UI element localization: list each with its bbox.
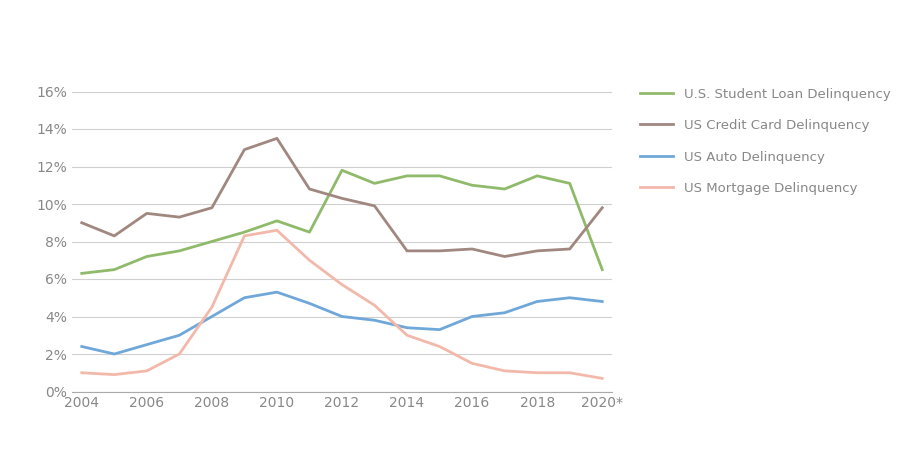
U.S. Student Loan Delinquency <box>141 254 152 259</box>
US Auto Delinquency <box>532 299 543 304</box>
US Auto Delinquency <box>597 299 608 304</box>
US Mortgage Delinquency <box>272 228 283 233</box>
Line: US Auto Delinquency: US Auto Delinquency <box>82 292 602 354</box>
US Credit Card Delinquency <box>76 220 87 225</box>
US Auto Delinquency <box>272 289 283 295</box>
US Auto Delinquency <box>564 295 575 301</box>
US Credit Card Delinquency <box>141 211 152 216</box>
US Credit Card Delinquency <box>597 205 608 211</box>
US Auto Delinquency <box>239 295 250 301</box>
US Auto Delinquency <box>109 351 120 357</box>
U.S. Student Loan Delinquency <box>401 173 412 179</box>
US Mortgage Delinquency <box>369 302 380 308</box>
US Credit Card Delinquency <box>500 254 510 259</box>
US Mortgage Delinquency <box>434 344 445 349</box>
U.S. Student Loan Delinquency <box>564 180 575 186</box>
US Auto Delinquency <box>141 342 152 347</box>
US Credit Card Delinquency <box>272 136 283 141</box>
US Mortgage Delinquency <box>239 233 250 238</box>
U.S. Student Loan Delinquency <box>500 186 510 192</box>
US Credit Card Delinquency <box>304 186 315 192</box>
US Auto Delinquency <box>467 314 478 319</box>
US Mortgage Delinquency <box>532 370 543 375</box>
U.S. Student Loan Delinquency <box>76 270 87 276</box>
US Auto Delinquency <box>434 327 445 332</box>
US Credit Card Delinquency <box>401 248 412 254</box>
U.S. Student Loan Delinquency <box>434 173 445 179</box>
US Mortgage Delinquency <box>597 376 608 381</box>
US Mortgage Delinquency <box>337 282 347 288</box>
US Credit Card Delinquency <box>337 196 347 201</box>
U.S. Student Loan Delinquency <box>206 239 217 244</box>
U.S. Student Loan Delinquency <box>467 183 478 188</box>
US Mortgage Delinquency <box>174 351 184 357</box>
U.S. Student Loan Delinquency <box>597 267 608 272</box>
US Auto Delinquency <box>500 310 510 315</box>
US Credit Card Delinquency <box>174 214 184 220</box>
Line: US Mortgage Delinquency: US Mortgage Delinquency <box>82 230 602 378</box>
US Credit Card Delinquency <box>434 248 445 254</box>
US Auto Delinquency <box>174 333 184 338</box>
US Auto Delinquency <box>401 325 412 330</box>
US Mortgage Delinquency <box>401 333 412 338</box>
US Auto Delinquency <box>76 344 87 349</box>
Line: US Credit Card Delinquency: US Credit Card Delinquency <box>82 139 602 256</box>
US Credit Card Delinquency <box>206 205 217 211</box>
Line: U.S. Student Loan Delinquency: U.S. Student Loan Delinquency <box>82 170 602 273</box>
US Mortgage Delinquency <box>467 361 478 366</box>
U.S. Student Loan Delinquency <box>174 248 184 254</box>
US Credit Card Delinquency <box>564 246 575 252</box>
Legend: U.S. Student Loan Delinquency, US Credit Card Delinquency, US Auto Delinquency, : U.S. Student Loan Delinquency, US Credit… <box>640 88 890 195</box>
US Auto Delinquency <box>337 314 347 319</box>
US Auto Delinquency <box>369 318 380 323</box>
US Auto Delinquency <box>206 314 217 319</box>
US Mortgage Delinquency <box>304 257 315 263</box>
U.S. Student Loan Delinquency <box>304 230 315 235</box>
U.S. Student Loan Delinquency <box>239 230 250 235</box>
US Credit Card Delinquency <box>239 147 250 152</box>
US Mortgage Delinquency <box>141 368 152 373</box>
U.S. Student Loan Delinquency <box>337 167 347 173</box>
US Credit Card Delinquency <box>369 203 380 209</box>
U.S. Student Loan Delinquency <box>369 180 380 186</box>
U.S. Student Loan Delinquency <box>532 173 543 179</box>
US Mortgage Delinquency <box>564 370 575 375</box>
U.S. Student Loan Delinquency <box>272 218 283 224</box>
US Mortgage Delinquency <box>109 372 120 377</box>
US Credit Card Delinquency <box>532 248 543 254</box>
US Auto Delinquency <box>304 301 315 306</box>
US Credit Card Delinquency <box>467 246 478 252</box>
US Mortgage Delinquency <box>76 370 87 375</box>
US Credit Card Delinquency <box>109 233 120 238</box>
U.S. Student Loan Delinquency <box>109 267 120 272</box>
US Mortgage Delinquency <box>500 368 510 373</box>
US Mortgage Delinquency <box>206 304 217 310</box>
